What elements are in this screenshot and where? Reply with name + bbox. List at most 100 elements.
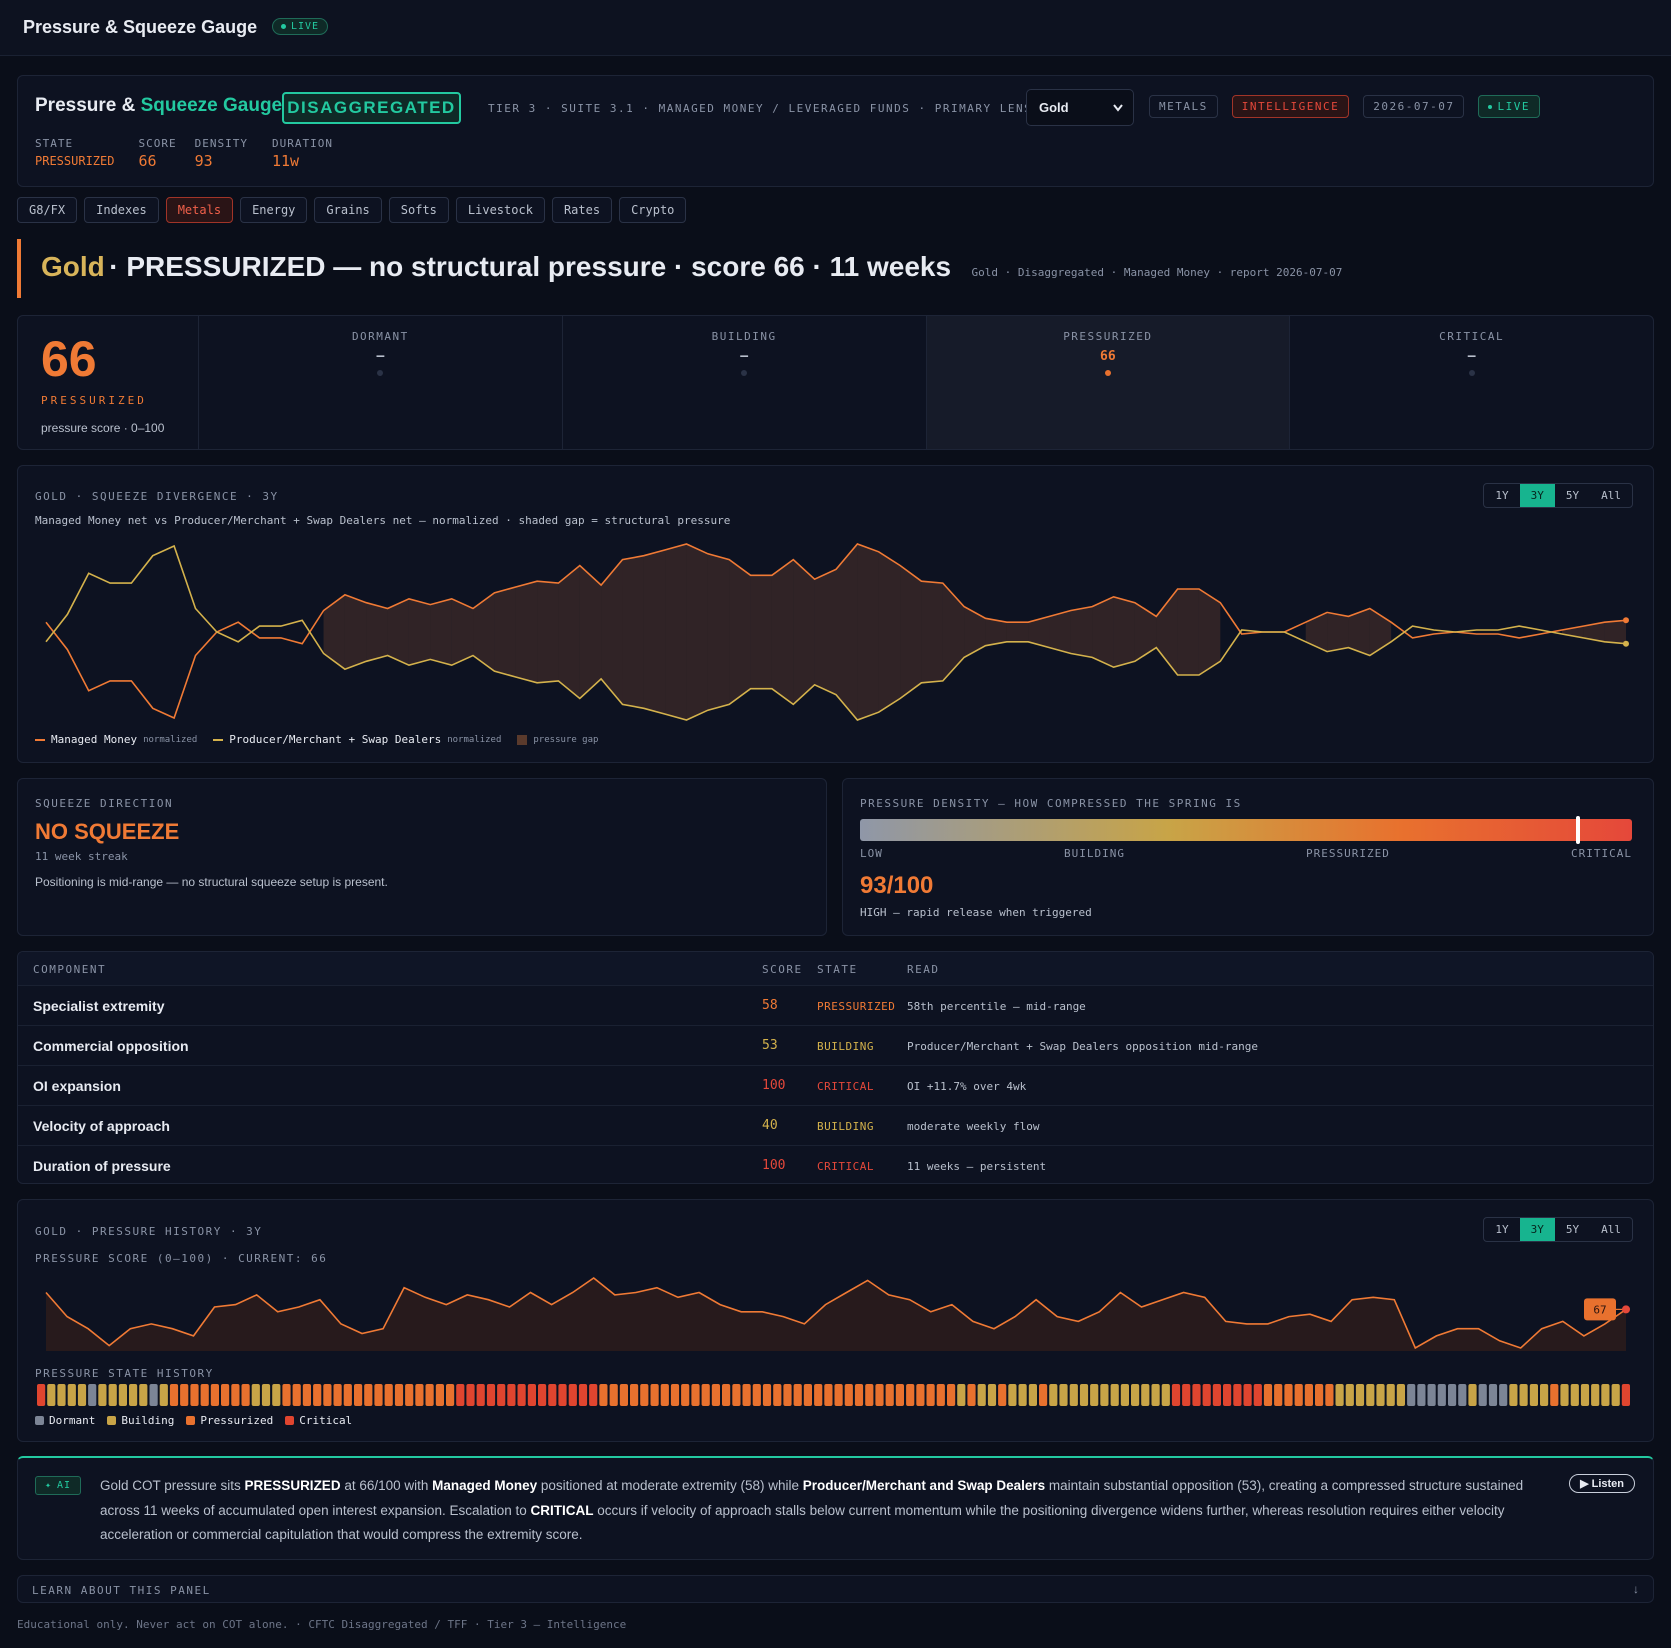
tab[interactable]: Metals bbox=[165, 197, 234, 223]
legend-item: Managed Money normalized bbox=[35, 733, 197, 746]
pressure-gap bbox=[451, 598, 474, 666]
state-cell bbox=[507, 1384, 516, 1406]
stage-dot bbox=[377, 370, 384, 376]
pressure-gap bbox=[1113, 596, 1135, 668]
pressure-gap bbox=[836, 544, 858, 720]
state-cell bbox=[272, 1384, 281, 1406]
history-chart: 67 bbox=[37, 1277, 1630, 1406]
column-header: COMPONENT bbox=[33, 963, 107, 976]
tab[interactable]: Indexes bbox=[84, 197, 159, 223]
state-cell bbox=[394, 1384, 404, 1406]
legend-name: Building bbox=[121, 1414, 175, 1427]
tab[interactable]: Grains bbox=[314, 197, 382, 223]
range-button[interactable]: 5Y bbox=[1565, 489, 1580, 502]
ai-badge-text: AI bbox=[57, 1480, 72, 1491]
tab[interactable]: G8/FX bbox=[17, 197, 78, 223]
state-cell bbox=[1386, 1384, 1395, 1406]
stat-label: DENSITY bbox=[194, 137, 248, 150]
component-table: COMPONENT SCORE STATE READ Specialist extrem… bbox=[17, 951, 1654, 1184]
asset-select[interactable]: Gold bbox=[1026, 89, 1134, 126]
app-title: Pressure & Squeeze Gauge bbox=[23, 17, 258, 37]
range-button[interactable]: 1Y bbox=[1495, 1223, 1509, 1236]
stage-value: — bbox=[1467, 349, 1476, 364]
pressure-gap bbox=[601, 559, 623, 705]
state-cell bbox=[1243, 1384, 1252, 1406]
learn-bar[interactable]: LEARN ABOUT THIS PANEL ↓ bbox=[17, 1575, 1654, 1603]
state-cell bbox=[1335, 1384, 1344, 1406]
state-cell bbox=[660, 1384, 669, 1406]
range-button[interactable]: 5Y bbox=[1565, 1223, 1580, 1236]
state-cell bbox=[1049, 1384, 1058, 1406]
headline: Gold · PRESSURIZED — no structural press… bbox=[41, 251, 1342, 283]
legend-name: pressure gap bbox=[533, 734, 599, 745]
legend-item: Producer/Merchant + Swap Dealers normaliz… bbox=[213, 733, 501, 746]
state-cell bbox=[405, 1384, 414, 1406]
state-cell bbox=[261, 1384, 271, 1406]
state-cell bbox=[1529, 1384, 1538, 1406]
state-cell bbox=[793, 1384, 802, 1406]
legend-name: Managed Money bbox=[51, 733, 138, 746]
squeeze-card: SQUEEZE DIRECTION NO SQUEEZE 11 week str… bbox=[17, 778, 827, 936]
state-cell bbox=[1601, 1384, 1610, 1406]
state-cell bbox=[630, 1384, 639, 1406]
legend-swatch bbox=[213, 738, 224, 741]
state-cell bbox=[752, 1384, 761, 1406]
score: 40 bbox=[762, 1118, 778, 1133]
state-cell bbox=[313, 1384, 322, 1406]
state-cell bbox=[1478, 1384, 1487, 1406]
range-button[interactable]: 3Y bbox=[1519, 1218, 1555, 1241]
history-title: GOLD · PRESSURE HISTORY · 3Y bbox=[35, 1225, 263, 1238]
pressure-gap bbox=[622, 555, 644, 709]
end-point bbox=[1623, 640, 1629, 647]
range-button[interactable]: 3Y bbox=[1519, 484, 1555, 507]
state-cell bbox=[722, 1384, 731, 1406]
range-button[interactable]: All bbox=[1601, 1223, 1621, 1236]
ai-text: at 66/100 with bbox=[340, 1478, 433, 1493]
state-cell bbox=[77, 1384, 87, 1406]
score-cell: 66 PRESSURIZED pressure score · 0–100 bbox=[18, 316, 198, 449]
state-cell bbox=[538, 1384, 547, 1406]
pressure-gap bbox=[921, 581, 943, 683]
state-cell bbox=[98, 1384, 107, 1406]
table-row: Commercial opposition 53 BUILDING Producer/… bbox=[18, 1025, 1653, 1065]
state-cell bbox=[1028, 1384, 1037, 1406]
state-cell bbox=[517, 1384, 526, 1406]
listen-button[interactable]: ▶ Listen bbox=[1569, 1474, 1635, 1493]
legend-item: Building bbox=[107, 1414, 174, 1427]
top-bar: Pressure & Squeeze Gauge LIVE bbox=[0, 0, 1671, 56]
state-cell bbox=[711, 1384, 720, 1406]
state-cell bbox=[118, 1384, 127, 1406]
state-cell bbox=[1488, 1384, 1498, 1406]
state: CRITICAL bbox=[817, 1160, 874, 1173]
density-card: PRESSURE DENSITY — HOW COMPRESSED THE SP… bbox=[842, 778, 1654, 936]
component: OI expansion bbox=[33, 1078, 121, 1094]
tab[interactable]: Energy bbox=[240, 197, 308, 223]
density-scale: LOW BUILDING PRESSURIZED CRITICAL bbox=[860, 847, 1632, 860]
state-cell bbox=[497, 1384, 506, 1406]
stage-name: BUILDING bbox=[711, 330, 777, 343]
read: 11 weeks — persistent bbox=[907, 1160, 1047, 1173]
history-card: GOLD · PRESSURE HISTORY · 3Y PRESSURE SC… bbox=[17, 1199, 1654, 1442]
legend-swatch bbox=[517, 734, 528, 745]
tab[interactable]: Livestock bbox=[455, 197, 545, 223]
pressure-gap bbox=[1305, 612, 1328, 652]
state: BUILDING bbox=[817, 1040, 874, 1053]
pressure-gap bbox=[1177, 588, 1199, 676]
legend-swatch bbox=[186, 1416, 196, 1425]
range-button[interactable]: 1Y bbox=[1495, 489, 1509, 502]
state-cell bbox=[1550, 1384, 1559, 1406]
state-cell bbox=[916, 1384, 925, 1406]
range-button[interactable]: All bbox=[1601, 489, 1621, 502]
tab[interactable]: Softs bbox=[388, 197, 449, 223]
state-cell bbox=[895, 1384, 904, 1406]
state-cell bbox=[548, 1384, 557, 1406]
state-cell bbox=[1621, 1384, 1630, 1406]
tab[interactable]: Crypto bbox=[619, 197, 687, 223]
tab[interactable]: Rates bbox=[551, 197, 613, 223]
tab-bar: G8/FX Indexes Metals Energy Grains Softs Lives… bbox=[17, 197, 687, 223]
density-marker bbox=[1575, 816, 1580, 844]
state-cell bbox=[435, 1384, 444, 1406]
pressure-gap bbox=[729, 559, 751, 705]
state-cell bbox=[824, 1384, 833, 1406]
